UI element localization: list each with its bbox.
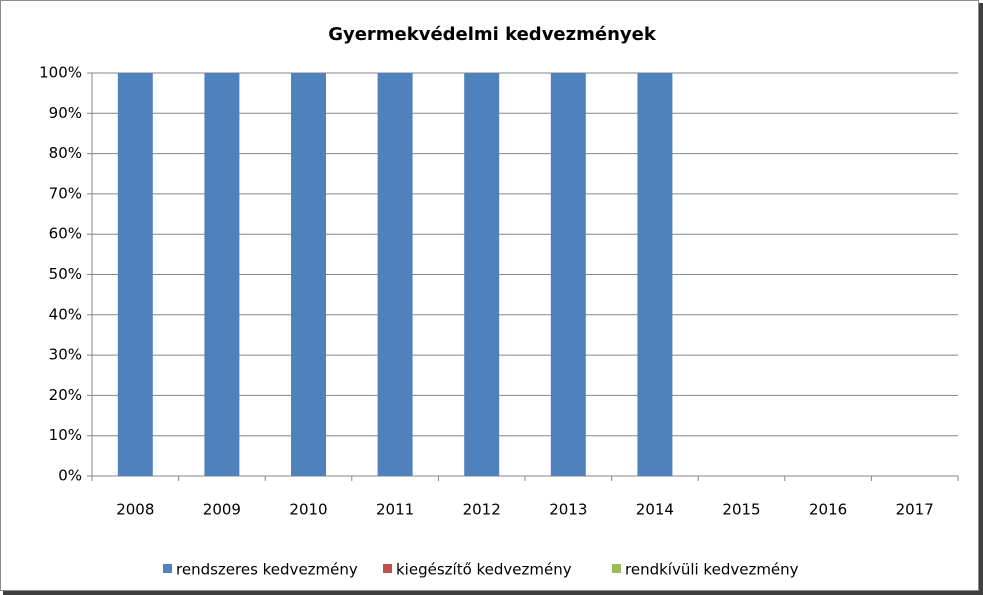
x-tick-label: 2011 (376, 501, 414, 519)
y-tick-label: 10% (49, 426, 82, 444)
legend-label: rendkívüli kedvezmény (625, 561, 799, 579)
legend-label: rendszeres kedvezmény (176, 561, 358, 579)
y-tick-label: 50% (49, 265, 82, 283)
bar-segment (291, 73, 326, 476)
y-tick-label: 20% (49, 386, 82, 404)
y-tick-label: 100% (39, 64, 82, 82)
x-tick-label: 2010 (289, 501, 327, 519)
frame-shadow (3, 591, 983, 595)
x-tick-label: 2012 (463, 501, 501, 519)
y-tick-label: 90% (49, 104, 82, 122)
bar-segment (550, 73, 586, 476)
x-tick-label: 2014 (636, 501, 674, 519)
legend-swatch (163, 564, 172, 573)
legend-label: kiegészítő kedvezmény (396, 561, 572, 579)
legend-swatch (383, 564, 392, 573)
y-tick-label: 30% (49, 346, 82, 364)
x-tick-label: 2009 (203, 501, 241, 519)
x-tick-label: 2013 (549, 501, 587, 519)
legend-swatch (612, 564, 621, 573)
y-tick-label: 0% (58, 467, 82, 485)
bar-segment (637, 73, 673, 476)
chart-title: Gyermekvédelmi kedvezmények (328, 24, 657, 45)
bar-segment (377, 73, 413, 476)
y-tick-label: 40% (49, 305, 82, 323)
x-tick-label: 2015 (722, 501, 760, 519)
bar-segment (464, 73, 500, 476)
x-tick-label: 2017 (896, 501, 934, 519)
x-tick-label: 2008 (116, 501, 154, 519)
bar-segment (117, 73, 153, 476)
frame-shadow (979, 3, 983, 595)
y-tick-label: 60% (49, 225, 82, 243)
bar-segment (204, 73, 240, 476)
x-tick-label: 2016 (809, 501, 847, 519)
y-tick-label: 80% (49, 144, 82, 162)
y-tick-label: 70% (49, 184, 82, 202)
